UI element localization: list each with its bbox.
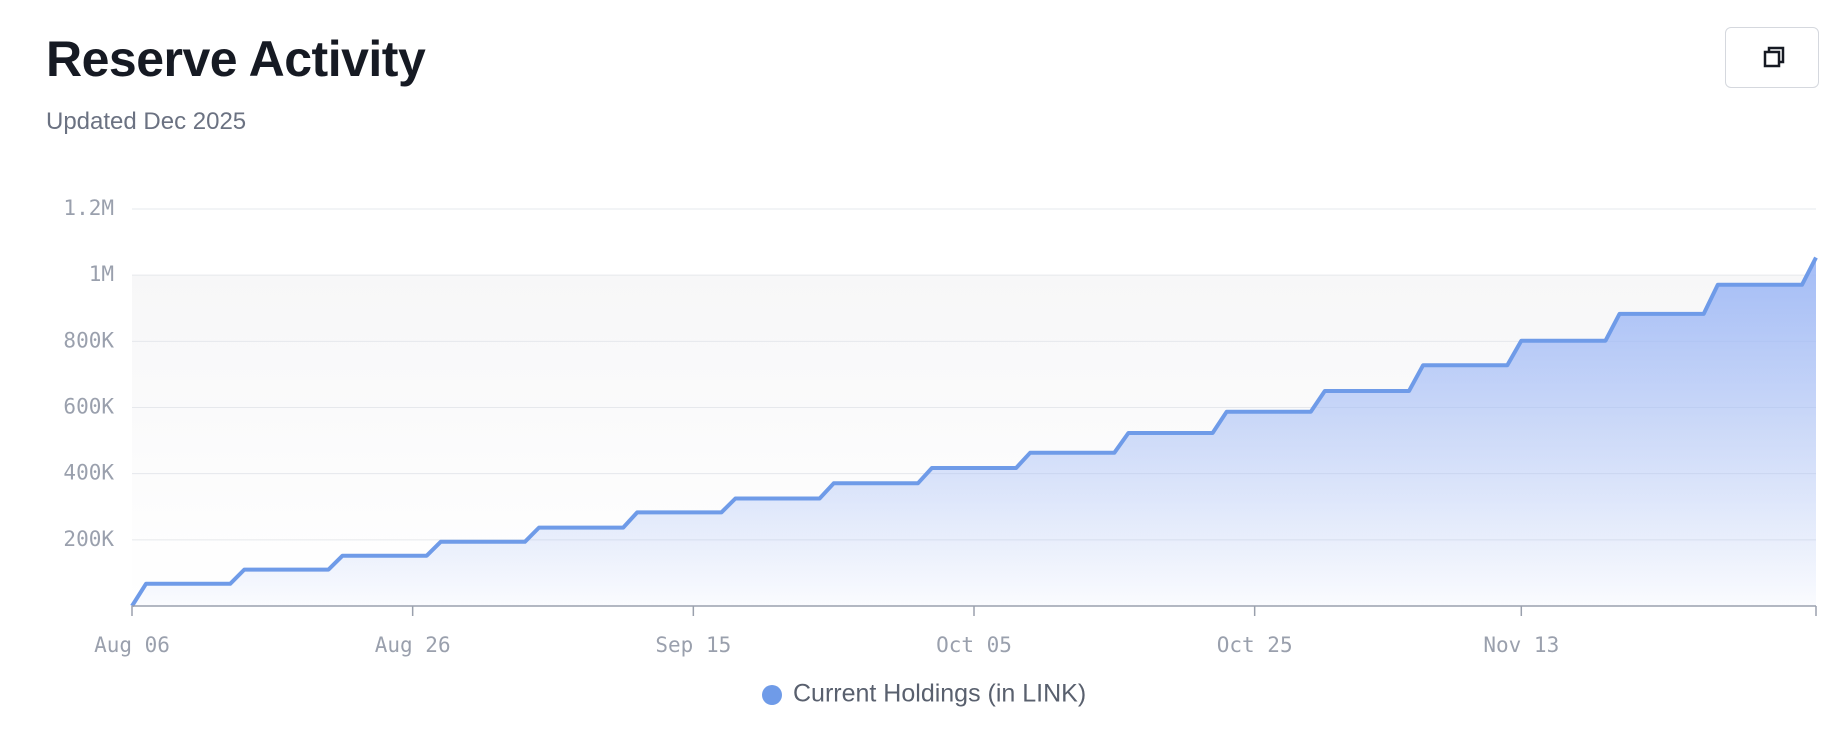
x-tick-label: Aug 26 [375, 633, 451, 657]
area [132, 257, 1816, 606]
subtitle: Updated Dec 2025 [46, 108, 247, 135]
y-tick-label: 600K [63, 395, 114, 419]
x-tick-label: Sep 15 [655, 633, 731, 657]
line [130, 256, 1818, 608]
expand-icon [1763, 46, 1785, 68]
y-tick-label: 1.2M [63, 196, 114, 220]
legend-marker [762, 685, 782, 705]
expand-button[interactable] [1725, 27, 1819, 88]
x-tick-label: Oct 05 [936, 633, 1012, 657]
y-tick-label: 200K [63, 527, 114, 551]
y-tick-label: 1M [89, 262, 114, 286]
y-tick-label: 400K [63, 461, 114, 485]
title: Reserve Activity [46, 31, 426, 87]
x-tick-label: Aug 06 [94, 633, 170, 657]
y-tick-label: 800K [63, 328, 114, 352]
legend-label: Current Holdings (in LINK) [793, 680, 1086, 708]
x-tick-label: Nov 13 [1483, 633, 1559, 657]
x-tick-label: Oct 25 [1217, 633, 1293, 657]
